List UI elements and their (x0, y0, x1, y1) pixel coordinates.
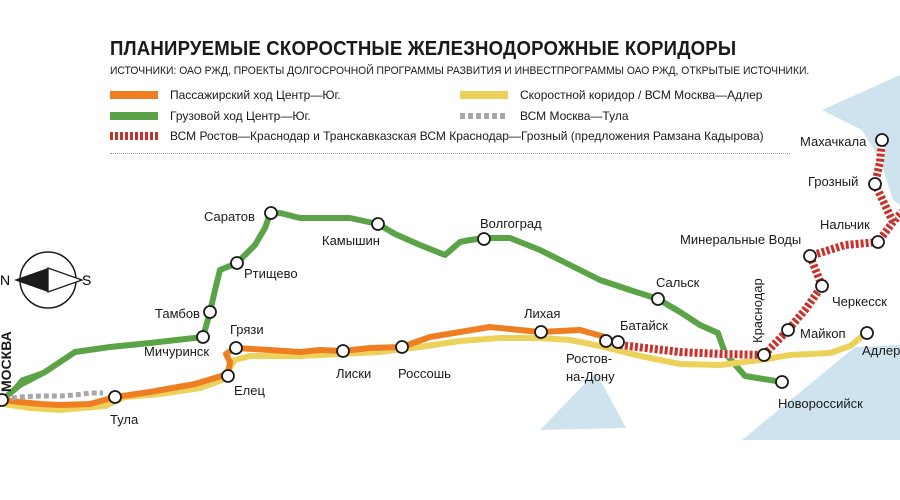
station-rtishchevo (230, 256, 244, 270)
station-rossosh (395, 340, 409, 354)
station-maykop (781, 323, 795, 337)
station-moskva (0, 393, 9, 407)
station-adler (860, 326, 874, 340)
label-novorossiysk: Новороссийск (778, 396, 863, 411)
compass-south-arrow (47, 267, 84, 293)
station-saratov (264, 206, 278, 220)
label-tula: Тула (110, 412, 139, 427)
label-krasnodar: Краснодар (750, 278, 765, 343)
label-bataysk: Батайск (620, 318, 668, 333)
station-krasnodar (757, 348, 771, 362)
label-rostov-1: Ростов- (566, 351, 612, 366)
label-michurinsk: Мичуринск (144, 344, 209, 359)
label-nalchik: Нальчик (820, 217, 870, 232)
legend-label-cargo: Грузовой ход Центр—Юг. (170, 109, 311, 123)
cargo-line-main (0, 210, 785, 403)
station-tambov (203, 305, 217, 319)
black-sea (742, 345, 900, 440)
compass-s-label: S (82, 272, 91, 288)
station-novorossiysk (775, 375, 789, 389)
label-makhachkala: Махачкала (800, 134, 867, 149)
hsr-tula-line (3, 390, 103, 402)
label-salsk: Сальск (656, 275, 700, 290)
station-elets (221, 369, 235, 383)
label-maykop: Майкоп (800, 326, 846, 341)
station-likhaya (534, 325, 548, 339)
legend-item-hsr-corridor: Скоростной коридор / ВСМ Москва—Адлер (460, 88, 762, 102)
caspian-sea (822, 75, 900, 205)
station-cherkessk (815, 279, 829, 293)
station-markers (0, 133, 889, 407)
passenger-line (0, 324, 608, 408)
label-likhaya: Лихая (524, 306, 560, 321)
cargo-swatch (110, 112, 158, 120)
sources-note: ИСТОЧНИКИ: ОАО РЖД, ПРОЕКТЫ ДОЛГОСРОЧНОЙ… (110, 65, 810, 77)
sea-of-azov (540, 372, 626, 430)
label-tambov: Тамбов (155, 306, 200, 321)
station-liski (336, 344, 350, 358)
label-grozny: Грозный (808, 174, 858, 189)
legend-label-passenger: Пассажирский ход Центр—Юг. (170, 88, 341, 102)
legend-label-hsr-corridor: Скоростной коридор / ВСМ Москва—Адлер (520, 88, 763, 102)
legend-label-hsr-kadyrov: ВСМ Ростов—Краснодар и Транскавказская В… (170, 129, 764, 143)
label-saratov: Саратов (204, 209, 255, 224)
label-moskva: МОСКВА (0, 331, 14, 392)
legend-item-passenger: Пассажирский ход Центр—Юг. (110, 88, 341, 102)
compass-north-arrow (14, 268, 48, 292)
station-gryazi (229, 341, 243, 355)
station-tula (108, 390, 122, 404)
station-nalchik (871, 235, 885, 249)
legend-item-hsr-tula: ВСМ Москва—Тула (460, 109, 629, 123)
legend-divider (110, 153, 790, 154)
legend-item-cargo: Грузовой ход Центр—Юг. (110, 109, 311, 123)
station-volgograd (477, 232, 491, 246)
compass-n-label: N (0, 272, 10, 288)
station-grozny (868, 177, 882, 191)
page-title: ПЛАНИРУЕМЫЕ СКОРОСТНЫЕ ЖЕЛЕЗНОДОРОЖНЫЕ К… (110, 38, 737, 60)
label-volgograd: Волгоград (480, 216, 542, 231)
station-makhachkala (875, 133, 889, 147)
hsr-tula-swatch (460, 113, 508, 119)
station-min-vody (803, 249, 817, 263)
station-rostov (599, 334, 613, 348)
station-michurinsk (196, 330, 210, 344)
label-cherkessk: Черкесск (832, 294, 887, 309)
passenger-swatch (110, 91, 158, 99)
label-min-vody: Минеральные Воды (680, 232, 801, 247)
label-kamyshin: Камышин (322, 233, 380, 248)
hsr-kadyrov-swatch (110, 132, 158, 140)
hsr-corridor-swatch (460, 91, 508, 99)
legend-item-hsr-kadyrov: ВСМ Ростов—Краснодар и Транскавказская В… (110, 129, 764, 143)
label-adler: Адлер (862, 343, 900, 358)
station-salsk (651, 292, 665, 306)
cargo-line-branch (9, 369, 48, 395)
label-rostov-2: на-Дону (566, 369, 615, 384)
label-gryazi: Грязи (230, 322, 264, 337)
label-liski: Лиски (336, 366, 371, 381)
label-rossosh: Россошь (398, 366, 451, 381)
compass: N S (0, 251, 91, 309)
legend-label-hsr-tula: ВСМ Москва—Тула (520, 109, 629, 123)
label-rtishchevo: Ртищево (244, 266, 298, 281)
station-bataysk (611, 335, 625, 349)
label-elets: Елец (234, 383, 265, 398)
station-kamyshin (371, 217, 385, 231)
